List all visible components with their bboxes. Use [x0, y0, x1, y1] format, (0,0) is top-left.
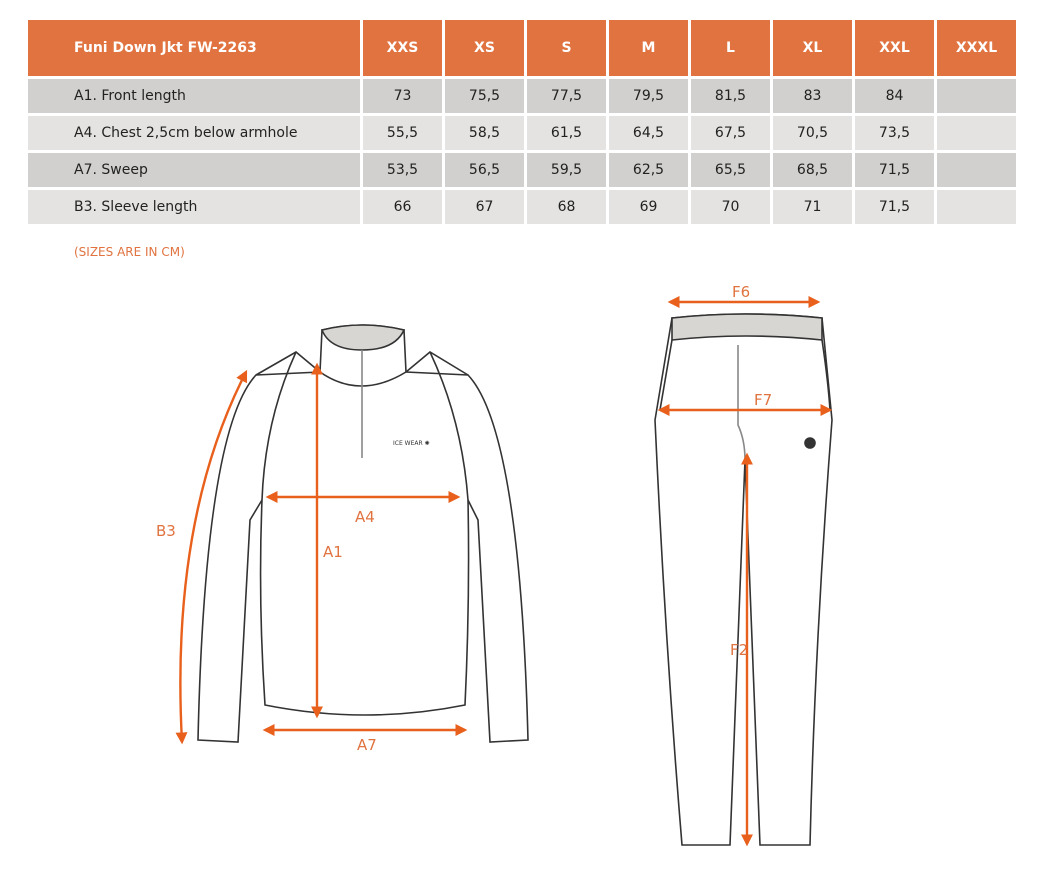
size-header: M — [609, 20, 688, 76]
label-f6: F6 — [732, 283, 750, 301]
size-header: S — [527, 20, 606, 76]
size-value: 53,5 — [363, 153, 442, 187]
size-value: 59,5 — [527, 153, 606, 187]
size-value — [937, 116, 1016, 150]
jacket-drawing — [197, 324, 529, 743]
size-header: XXS — [363, 20, 442, 76]
size-value: 64,5 — [609, 116, 688, 150]
size-value: 69 — [609, 190, 688, 224]
size-value: 71,5 — [855, 190, 934, 224]
size-value: 71,5 — [855, 153, 934, 187]
size-chart-table: Funi Down Jkt FW-2263 XXS XS S M L XL XX… — [25, 17, 1019, 227]
size-value: 56,5 — [445, 153, 524, 187]
size-value — [937, 153, 1016, 187]
size-value: 61,5 — [527, 116, 606, 150]
pants-drawing — [654, 313, 833, 846]
size-value: 68,5 — [773, 153, 852, 187]
size-value: 73 — [363, 79, 442, 113]
size-value: 81,5 — [691, 79, 770, 113]
table-row: B3. Sleeve length 66 67 68 69 70 71 71,5 — [28, 190, 1016, 224]
label-a7: A7 — [357, 736, 377, 754]
size-header: XS — [445, 20, 524, 76]
size-value: 70,5 — [773, 116, 852, 150]
size-value: 75,5 — [445, 79, 524, 113]
measurement-label: B3. Sleeve length — [28, 190, 360, 224]
size-header: L — [691, 20, 770, 76]
table-row: A4. Chest 2,5cm below armhole 55,5 58,5 61,… — [28, 116, 1016, 150]
size-value — [937, 79, 1016, 113]
product-title: Funi Down Jkt FW-2263 — [28, 20, 360, 76]
measurement-label: A7. Sweep — [28, 153, 360, 187]
size-value — [937, 190, 1016, 224]
size-value: 66 — [363, 190, 442, 224]
size-value: 77,5 — [527, 79, 606, 113]
label-f7: F7 — [754, 391, 772, 409]
size-value: 67,5 — [691, 116, 770, 150]
table-row: A7. Sweep 53,5 56,5 59,5 62,5 65,5 68,5 71,5 — [28, 153, 1016, 187]
measurement-label: A4. Chest 2,5cm below armhole — [28, 116, 360, 150]
size-value: 73,5 — [855, 116, 934, 150]
size-header: XXL — [855, 20, 934, 76]
size-value: 83 — [773, 79, 852, 113]
header-row: Funi Down Jkt FW-2263 XXS XS S M L XL XX… — [28, 20, 1016, 76]
label-b3: B3 — [156, 522, 176, 540]
size-value: 62,5 — [609, 153, 688, 187]
size-value: 58,5 — [445, 116, 524, 150]
size-value: 67 — [445, 190, 524, 224]
measurement-arrows — [175, 296, 833, 847]
size-value: 65,5 — [691, 153, 770, 187]
size-value: 55,5 — [363, 116, 442, 150]
b3-arrow — [175, 369, 248, 745]
label-a4: A4 — [355, 508, 375, 526]
size-value: 71 — [773, 190, 852, 224]
size-header: XL — [773, 20, 852, 76]
units-note: (SIZES ARE IN CM) — [74, 245, 185, 259]
size-value: 70 — [691, 190, 770, 224]
measurement-label: A1. Front length — [28, 79, 360, 113]
table-row: A1. Front length 73 75,5 77,5 79,5 81,5 83 84 — [28, 79, 1016, 113]
brand-logo: ICE WEAR ✺ — [393, 440, 430, 447]
size-value: 84 — [855, 79, 934, 113]
label-a1: A1 — [323, 543, 343, 561]
size-header: XXXL — [937, 20, 1016, 76]
size-value: 79,5 — [609, 79, 688, 113]
size-value: 68 — [527, 190, 606, 224]
label-f2: F2 — [730, 641, 748, 659]
